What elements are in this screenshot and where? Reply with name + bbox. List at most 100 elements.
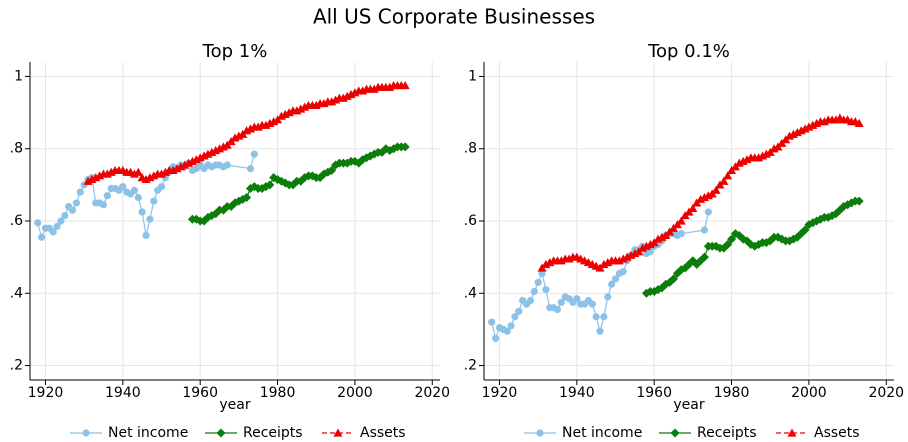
marker: [608, 280, 616, 288]
legend-marker: [216, 428, 226, 438]
marker: [711, 185, 721, 194]
marker: [242, 193, 252, 203]
x-axis-label: year: [219, 397, 250, 413]
marker: [530, 287, 538, 296]
marker: [492, 334, 500, 343]
marker: [157, 183, 166, 191]
y-tick-label: .2: [464, 358, 477, 374]
marker: [49, 228, 57, 236]
legend-marker: [787, 428, 797, 437]
marker: [542, 286, 550, 294]
marker: [400, 142, 410, 152]
y-tick-label: .2: [10, 358, 23, 374]
marker: [138, 208, 146, 216]
marker: [800, 225, 810, 235]
x-tick-label: 2020: [868, 385, 904, 401]
marker: [592, 313, 600, 321]
marker: [146, 215, 154, 223]
marker: [723, 239, 733, 249]
marker: [677, 230, 685, 238]
figure-title: All US Corporate Businesses: [313, 5, 595, 29]
y-tick-label: .8: [10, 141, 23, 157]
marker: [246, 165, 255, 173]
marker: [134, 193, 142, 202]
x-tick-label: 1980: [714, 385, 750, 401]
marker: [503, 327, 511, 335]
marker: [511, 313, 519, 321]
panel-title: Top 0.1%: [647, 41, 730, 62]
marker: [573, 295, 581, 303]
marker: [688, 203, 698, 212]
y-tick-label: 1: [14, 68, 23, 84]
marker: [327, 165, 337, 175]
marker: [133, 167, 143, 176]
marker: [223, 161, 231, 169]
marker: [676, 216, 686, 225]
marker: [704, 208, 712, 216]
legend-label: Net income: [562, 425, 642, 441]
panel-title: Top 1%: [202, 41, 268, 62]
x-tick-label: 2000: [791, 385, 827, 401]
marker: [534, 278, 542, 287]
marker: [538, 269, 546, 277]
x-tick-label: 1920: [482, 385, 518, 401]
marker: [507, 322, 515, 330]
marker: [150, 197, 158, 205]
marker: [72, 199, 81, 207]
y-tick-label: .6: [10, 213, 23, 229]
marker: [68, 206, 77, 214]
marker: [854, 196, 864, 206]
legend-marker: [82, 429, 90, 437]
y-tick-label: 1: [468, 68, 477, 84]
legend-label: Receipts: [243, 425, 303, 441]
marker: [669, 274, 679, 284]
marker: [526, 296, 535, 305]
marker: [400, 80, 410, 90]
marker: [265, 180, 275, 190]
legend-marker: [333, 428, 343, 437]
marker: [34, 219, 42, 227]
legend-label: Net income: [108, 425, 188, 441]
y-tick-label: .6: [464, 213, 477, 229]
marker: [719, 176, 729, 185]
marker: [854, 118, 864, 128]
y-tick-label: .4: [10, 285, 23, 301]
legend-marker: [536, 429, 544, 437]
series-line: [541, 117, 860, 269]
x-tick-label: 1960: [182, 385, 218, 401]
marker: [488, 318, 496, 326]
marker: [515, 307, 523, 315]
marker: [600, 313, 608, 321]
marker: [76, 188, 84, 196]
marker: [619, 267, 627, 276]
legend-label: Assets: [360, 425, 406, 441]
marker: [553, 305, 562, 314]
legend-marker: [670, 428, 680, 438]
marker: [611, 275, 620, 283]
marker: [103, 192, 111, 200]
marker: [38, 233, 46, 241]
marker: [723, 171, 733, 180]
marker: [250, 150, 258, 158]
marker: [99, 201, 108, 209]
x-tick-label: 2020: [414, 385, 450, 401]
marker: [557, 298, 565, 306]
marker: [727, 234, 737, 244]
marker: [57, 217, 65, 225]
legend-label: Receipts: [697, 425, 757, 441]
marker: [142, 231, 150, 240]
y-tick-label: .4: [464, 285, 477, 301]
marker: [53, 222, 61, 231]
x-tick-label: 2000: [337, 385, 373, 401]
marker: [604, 293, 612, 301]
marker: [700, 226, 709, 234]
marker: [646, 248, 654, 256]
legend-label: Assets: [814, 425, 860, 441]
y-tick-label: .8: [464, 141, 477, 157]
marker: [596, 327, 604, 335]
marker: [699, 252, 709, 262]
x-tick-label: 1960: [636, 385, 672, 401]
x-tick-label: 1940: [559, 385, 595, 401]
marker: [119, 183, 127, 191]
